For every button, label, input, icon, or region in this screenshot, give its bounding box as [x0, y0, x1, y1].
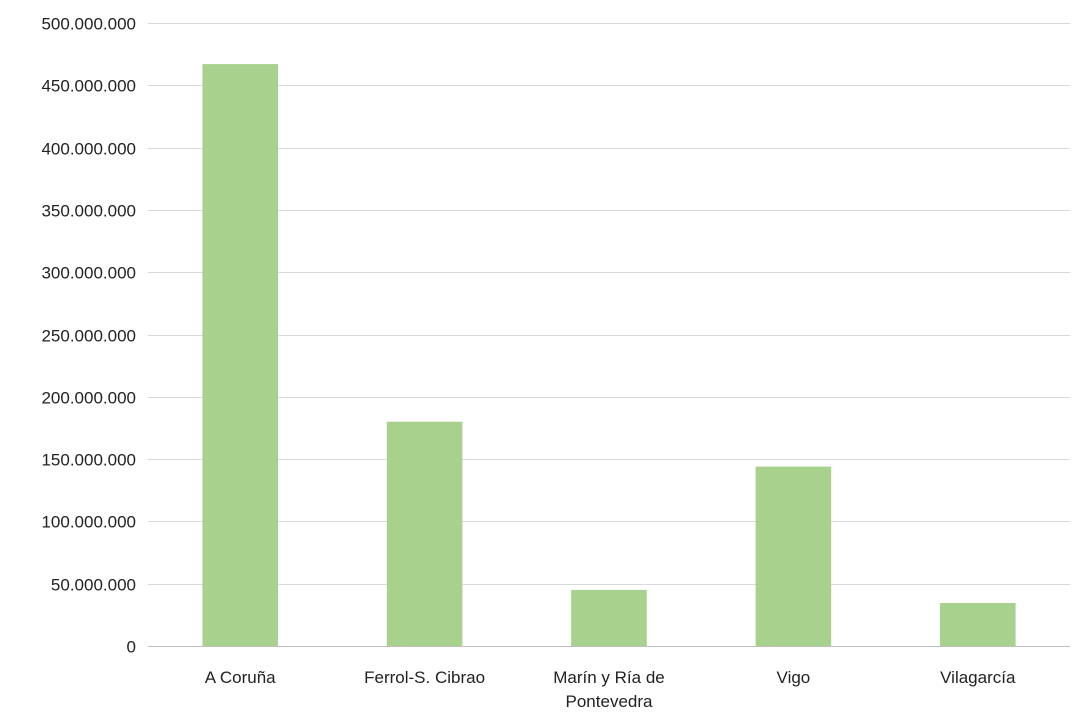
bar	[386, 421, 463, 646]
bars	[202, 64, 1016, 647]
x-category-label: Vilagarcía	[940, 668, 1016, 687]
y-tick-label: 200.000.000	[41, 389, 136, 408]
bar	[940, 603, 1016, 646]
y-tick-label: 0	[127, 638, 136, 657]
gridlines	[148, 23, 1070, 647]
x-category-label: A Coruña	[205, 668, 276, 687]
bar	[202, 64, 278, 647]
y-tick-label: 50.000.000	[51, 576, 136, 595]
bar	[755, 466, 832, 646]
x-category-label: Vigo	[777, 668, 811, 687]
y-tick-label: 100.000.000	[41, 513, 136, 532]
y-tick-label: 300.000.000	[41, 264, 136, 283]
y-tick-label: 150.000.000	[41, 451, 136, 470]
y-tick-label: 250.000.000	[41, 327, 136, 346]
bar	[571, 589, 647, 646]
x-category-label: Ferrol-S. Cibrao	[364, 668, 485, 687]
y-tick-label: 350.000.000	[41, 202, 136, 221]
x-axis-categories: A Coruña Ferrol-S. Cibrao Marín y Ría de Po…	[205, 668, 1016, 711]
y-tick-label: 500.000.000	[41, 15, 136, 34]
y-tick-label: 450.000.000	[41, 77, 136, 96]
x-category-label: Marín y Ría de Pontevedra	[553, 668, 665, 711]
y-axis-ticks: 0 50.000.000 100.000.000 150.000.000 200.000…	[41, 15, 136, 657]
y-tick-label: 400.000.000	[41, 140, 136, 159]
